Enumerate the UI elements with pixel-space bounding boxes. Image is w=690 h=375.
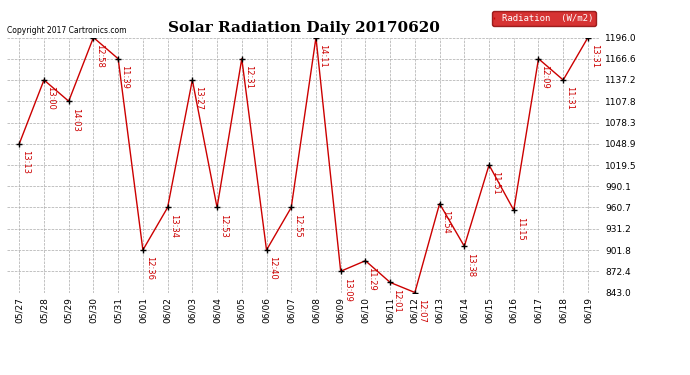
Text: 12:01: 12:01 xyxy=(392,289,401,312)
Legend: Radiation  (W/m2): Radiation (W/m2) xyxy=(492,11,595,26)
Text: Copyright 2017 Cartronics.com: Copyright 2017 Cartronics.com xyxy=(7,26,126,35)
Text: 11:31: 11:31 xyxy=(565,86,574,110)
Text: 12:53: 12:53 xyxy=(219,214,228,238)
Text: 13:38: 13:38 xyxy=(466,253,475,277)
Text: 13:31: 13:31 xyxy=(590,44,599,68)
Text: 12:55: 12:55 xyxy=(293,214,302,238)
Text: 13:13: 13:13 xyxy=(21,150,30,174)
Text: 14:03: 14:03 xyxy=(70,108,79,132)
Text: 13:34: 13:34 xyxy=(170,214,179,238)
Text: 12:07: 12:07 xyxy=(417,299,426,323)
Text: 11:29: 11:29 xyxy=(367,267,376,291)
Text: 12:09: 12:09 xyxy=(540,65,549,89)
Text: 12:58: 12:58 xyxy=(95,44,104,68)
Text: 12:36: 12:36 xyxy=(145,256,154,280)
Text: 11:51: 11:51 xyxy=(491,171,500,195)
Text: 13:09: 13:09 xyxy=(343,278,352,302)
Text: 11:39: 11:39 xyxy=(120,65,129,89)
Text: 11:15: 11:15 xyxy=(515,216,524,240)
Text: 12:54: 12:54 xyxy=(442,210,451,234)
Text: 13:00: 13:00 xyxy=(46,86,55,110)
Text: 12:31: 12:31 xyxy=(244,65,253,89)
Text: 12:40: 12:40 xyxy=(268,256,277,280)
Title: Solar Radiation Daily 20170620: Solar Radiation Daily 20170620 xyxy=(168,21,440,35)
Text: 14:11: 14:11 xyxy=(318,44,327,68)
Text: 13:27: 13:27 xyxy=(195,86,204,110)
